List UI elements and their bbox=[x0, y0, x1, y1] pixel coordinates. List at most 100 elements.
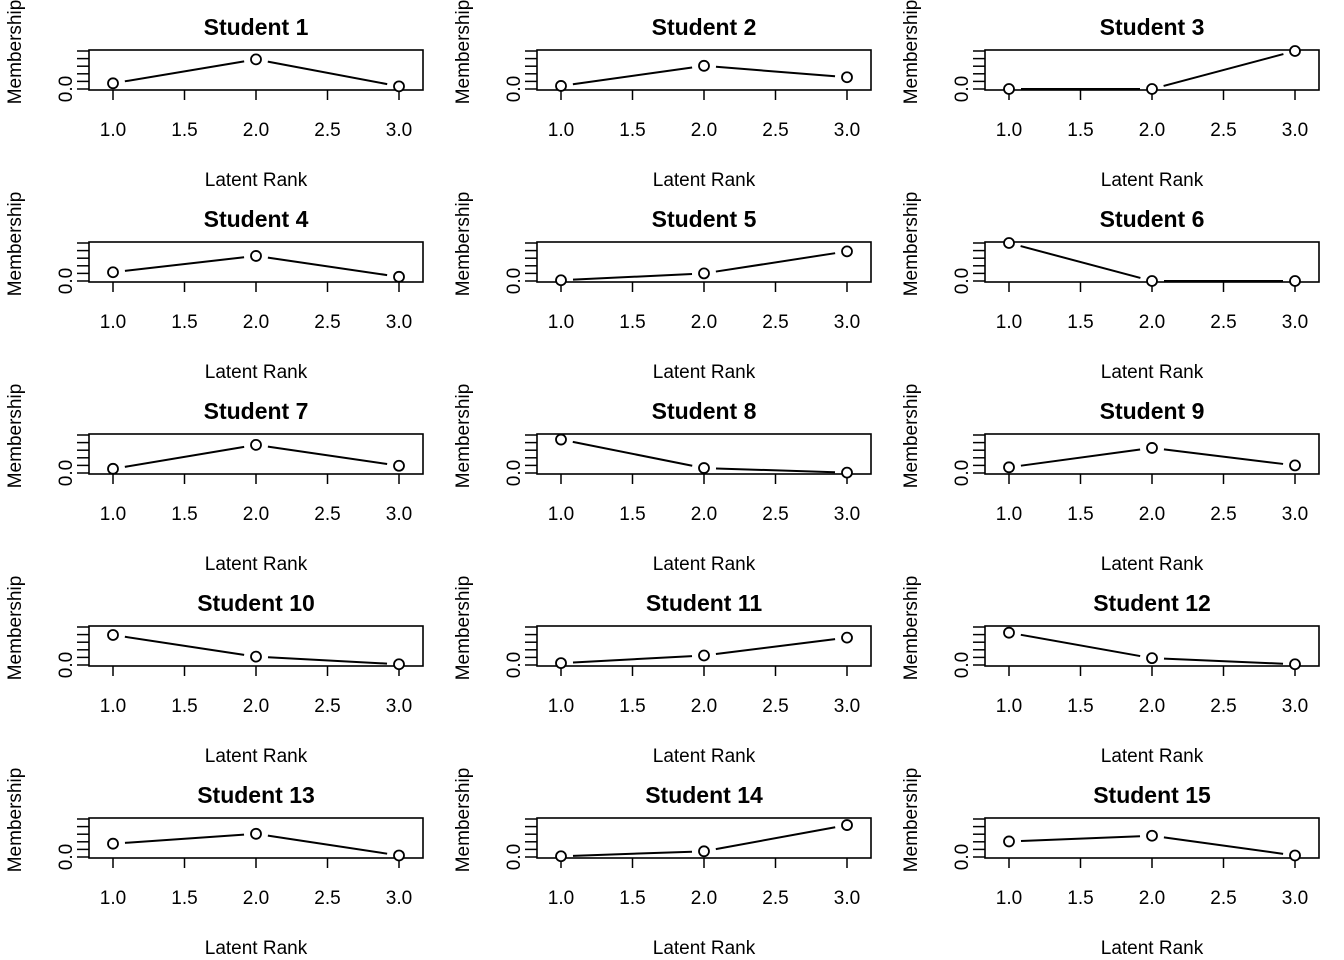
y-axis-label: Membership bbox=[453, 576, 474, 681]
chart-panel: Student 2 0.0 Membership 1.0 1.5 2.0 2.5 3.0 Lat… bbox=[453, 0, 872, 191]
data-point bbox=[393, 270, 405, 283]
series-line bbox=[267, 256, 388, 277]
y-axis-label: Membership bbox=[5, 576, 26, 681]
x-tick-label: 2.0 bbox=[691, 120, 717, 141]
y-tick-label: 0.0 bbox=[56, 460, 77, 486]
x-axis-label: Latent Rank bbox=[1101, 938, 1204, 959]
x-tick-label: 2.5 bbox=[762, 696, 788, 717]
x-axis-label: Latent Rank bbox=[1101, 362, 1204, 383]
data-point bbox=[1003, 626, 1015, 639]
data-point bbox=[107, 837, 119, 850]
chart-panel: Student 14 0.0 Membership 1.0 1.5 2.0 2.5 3.0 La… bbox=[453, 768, 872, 959]
x-tick-label: 3.0 bbox=[1282, 696, 1308, 717]
x-tick-label: 1.5 bbox=[1067, 312, 1093, 333]
y-tick-label: 0.0 bbox=[952, 460, 973, 486]
x-tick-label: 2.5 bbox=[314, 696, 340, 717]
y-axis-label: Membership bbox=[901, 384, 922, 489]
y-tick-label: 0.0 bbox=[56, 652, 77, 678]
data-point bbox=[1003, 835, 1015, 848]
chart-title: Student 11 bbox=[646, 590, 763, 616]
y-tick-label: 0.0 bbox=[504, 844, 525, 870]
data-point bbox=[841, 71, 853, 84]
series-line bbox=[1163, 657, 1284, 665]
series-line bbox=[267, 60, 388, 86]
data-point bbox=[1289, 275, 1301, 287]
x-tick-label: 1.0 bbox=[548, 120, 574, 141]
y-tick-label: 0.0 bbox=[952, 652, 973, 678]
chart-title: Student 2 bbox=[652, 14, 757, 40]
chart-panel: Student 10 0.0 Membership 1.0 1.5 2.0 2.5 3.0 La… bbox=[5, 576, 424, 767]
x-tick-label: 1.5 bbox=[619, 696, 645, 717]
series-line bbox=[715, 826, 836, 851]
x-tick-label: 2.5 bbox=[762, 504, 788, 525]
y-tick-label: 0.0 bbox=[952, 844, 973, 870]
chart-panel: Student 9 0.0 Membership 1.0 1.5 2.0 2.5 3.0 Lat… bbox=[901, 384, 1320, 575]
x-tick-label: 1.0 bbox=[548, 696, 574, 717]
y-axis-label: Membership bbox=[453, 192, 474, 297]
x-tick-label: 3.0 bbox=[1282, 888, 1308, 909]
x-tick-label: 2.5 bbox=[762, 312, 788, 333]
data-point bbox=[250, 250, 262, 262]
y-axis-label: Membership bbox=[5, 0, 26, 104]
x-tick-label: 2.0 bbox=[243, 888, 269, 909]
chart-title: Student 12 bbox=[1093, 590, 1211, 616]
data-point bbox=[555, 274, 567, 287]
x-tick-label: 1.0 bbox=[996, 312, 1022, 333]
data-point bbox=[107, 77, 119, 90]
x-tick-label: 2.0 bbox=[1139, 504, 1165, 525]
x-tick-label: 2.5 bbox=[314, 888, 340, 909]
series-line bbox=[124, 445, 245, 468]
x-tick-label: 2.0 bbox=[1139, 696, 1165, 717]
x-axis-label: Latent Rank bbox=[205, 938, 308, 959]
x-tick-label: 2.0 bbox=[691, 504, 717, 525]
series-line bbox=[124, 60, 245, 83]
data-point bbox=[1289, 849, 1301, 862]
chart-title: Student 8 bbox=[652, 398, 757, 424]
x-tick-label: 3.0 bbox=[1282, 120, 1308, 141]
chart-title: Student 5 bbox=[652, 206, 757, 232]
x-tick-label: 1.0 bbox=[996, 504, 1022, 525]
x-tick-label: 1.5 bbox=[171, 888, 197, 909]
x-tick-label: 1.0 bbox=[548, 888, 574, 909]
y-tick-label: 0.0 bbox=[952, 268, 973, 294]
y-axis-label: Membership bbox=[453, 384, 474, 489]
data-point bbox=[841, 819, 853, 831]
series-line bbox=[1020, 633, 1141, 658]
data-point bbox=[250, 827, 262, 840]
x-tick-label: 2.0 bbox=[1139, 312, 1165, 333]
series-line bbox=[715, 638, 836, 656]
x-tick-label: 2.5 bbox=[314, 312, 340, 333]
x-tick-label: 3.0 bbox=[386, 696, 412, 717]
x-tick-label: 3.0 bbox=[1282, 312, 1308, 333]
series-line bbox=[572, 850, 693, 857]
y-axis-label: Membership bbox=[901, 0, 922, 104]
x-axis-label: Latent Rank bbox=[205, 170, 308, 191]
series-line bbox=[1020, 835, 1141, 842]
series-line bbox=[124, 635, 245, 656]
x-tick-label: 1.5 bbox=[619, 120, 645, 141]
x-tick-label: 1.0 bbox=[100, 888, 126, 909]
x-tick-label: 2.0 bbox=[1139, 888, 1165, 909]
y-tick-label: 0.0 bbox=[952, 76, 973, 102]
series-line bbox=[572, 440, 693, 467]
data-point bbox=[841, 466, 853, 479]
x-tick-label: 1.0 bbox=[100, 504, 126, 525]
data-point bbox=[698, 845, 710, 858]
x-axis-label: Latent Rank bbox=[205, 746, 308, 767]
data-point bbox=[1289, 459, 1301, 472]
data-point bbox=[250, 53, 262, 66]
chart-panel: Student 5 0.0 Membership 1.0 1.5 2.0 2.5 3.0 Lat… bbox=[453, 192, 872, 383]
x-tick-label: 1.0 bbox=[100, 696, 126, 717]
x-tick-label: 1.0 bbox=[996, 120, 1022, 141]
x-tick-label: 1.5 bbox=[1067, 696, 1093, 717]
x-tick-label: 3.0 bbox=[834, 120, 860, 141]
chart-panel: Student 11 0.0 Membership 1.0 1.5 2.0 2.5 3.0 La… bbox=[453, 576, 872, 767]
chart-title: Student 10 bbox=[197, 590, 315, 616]
x-tick-label: 3.0 bbox=[834, 312, 860, 333]
series-line bbox=[1020, 448, 1141, 467]
data-point bbox=[1289, 658, 1301, 671]
data-point bbox=[555, 657, 567, 669]
chart-title: Student 6 bbox=[1100, 206, 1205, 232]
data-point bbox=[1146, 442, 1158, 454]
data-point bbox=[393, 459, 405, 472]
